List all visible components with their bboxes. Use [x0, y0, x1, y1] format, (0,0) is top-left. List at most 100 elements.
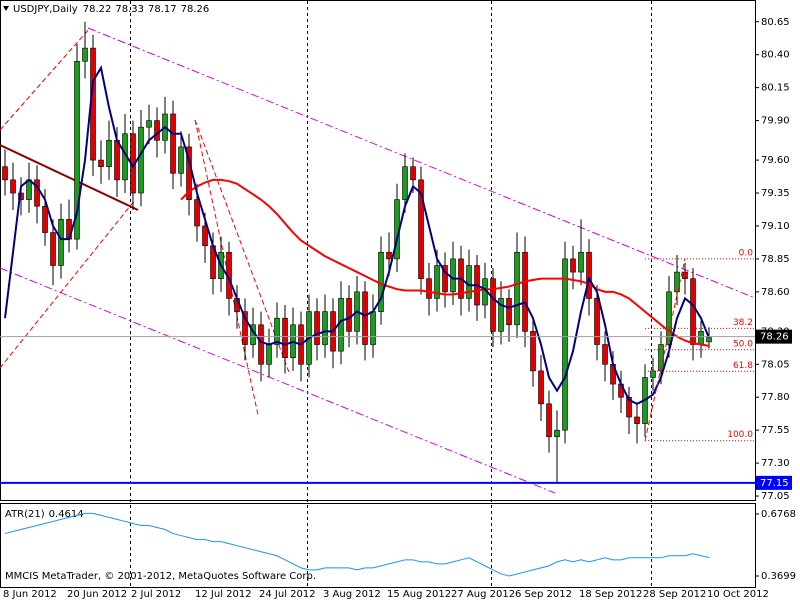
y-tick-label: 79.90	[761, 116, 790, 127]
candle-body	[562, 258, 568, 431]
y-tick-label: 0.6768	[761, 509, 796, 520]
footer: MMCIS MetaTrader, © 2001-2012, MetaQuote…	[5, 571, 316, 582]
high-value: 78.33	[115, 4, 144, 15]
candle-body	[386, 252, 392, 260]
candle-body	[594, 298, 600, 345]
candle-body	[242, 311, 248, 345]
candle-body	[98, 159, 104, 167]
indicator-line	[4, 512, 710, 577]
y-tick-label: 79.35	[761, 188, 790, 199]
trend-line	[0, 144, 139, 211]
y-tick-label: 77.05	[761, 491, 790, 502]
candle-body	[466, 265, 472, 299]
candle-body	[418, 179, 424, 279]
candle-body	[362, 291, 368, 345]
x-tick-label: 6 Sep 2012	[515, 589, 572, 600]
x-tick-label: 20 Jun 2012	[67, 589, 127, 600]
candle-body	[426, 278, 432, 299]
indicator-header: ATR(21) 0.4614	[5, 509, 84, 520]
candle-body	[690, 278, 696, 345]
y-tick-label: 77.55	[761, 425, 790, 436]
candle-body	[258, 324, 264, 365]
candle-body	[194, 199, 200, 227]
trend-line	[194, 119, 291, 376]
price-box	[756, 329, 792, 344]
low-value: 78.17	[148, 4, 177, 15]
indicator-value: 0.4614	[49, 509, 84, 520]
period-separators	[130, 1, 652, 587]
candle-body	[2, 166, 8, 181]
fibonacci-label: 0.0	[739, 248, 754, 258]
y-tick-label: 77.80	[761, 392, 790, 403]
x-tick-label: 12 Jul 2012	[195, 589, 252, 600]
candle-body	[650, 370, 656, 378]
candle-body	[26, 179, 32, 200]
candle-body	[626, 396, 632, 418]
candle-body	[266, 344, 272, 365]
candle-body	[546, 403, 552, 438]
channel-line	[87, 27, 756, 299]
candle-body	[346, 298, 352, 332]
x-tick-label: 8 Jun 2012	[3, 589, 57, 600]
x-tick-label: 2 Jul 2012	[131, 589, 181, 600]
candle-body	[586, 252, 592, 299]
trend-line	[194, 119, 259, 416]
x-tick-label: 15 Aug 2012	[387, 589, 451, 600]
horizontal-line-box	[756, 475, 792, 490]
candle-body	[634, 416, 640, 424]
candle-body	[410, 166, 416, 181]
chart-header: USDJPY,Daily 78.22 78.33 78.17 78.26	[13, 4, 209, 15]
y-tick-label: 80.65	[761, 17, 790, 28]
candle-body	[490, 278, 496, 332]
y-tick-label: 79.10	[761, 221, 790, 232]
x-tick-label: 27 Aug 2012	[451, 589, 515, 600]
x-tick-label: 28 Sep 2012	[643, 589, 706, 600]
candle-body	[450, 258, 456, 293]
candle-body	[10, 179, 16, 194]
candle-body	[434, 265, 440, 299]
candle-body	[274, 317, 280, 345]
candle-body	[42, 205, 48, 233]
candle-body	[114, 140, 120, 181]
candle-body	[146, 120, 152, 128]
candle-body	[282, 317, 288, 359]
candle-body	[442, 265, 448, 293]
trend-line	[0, 199, 136, 369]
candle-body	[538, 370, 544, 405]
fibonacci-label: 100.0	[727, 430, 753, 440]
y-tick-label: 77.30	[761, 458, 790, 469]
candle-body	[322, 311, 328, 345]
x-tick-label: 18 Sep 2012	[579, 589, 642, 600]
candle-body	[522, 252, 528, 332]
close-value: 78.26	[181, 4, 210, 15]
candle-body	[202, 225, 208, 247]
candle-body	[570, 258, 576, 273]
candle-body	[154, 120, 160, 141]
fibonacci-label: 61.8	[733, 361, 753, 371]
y-tick-label: 78.85	[761, 254, 790, 265]
candle-body	[138, 126, 144, 194]
indicator-title: ATR(21)	[5, 509, 45, 520]
candle-body	[370, 311, 376, 345]
horizontal-line-label: 77.15	[760, 478, 789, 489]
candle-body	[578, 252, 584, 273]
y-tick-label: 80.15	[761, 83, 790, 94]
candle-body	[498, 298, 504, 332]
candle-body	[698, 331, 704, 345]
chart-title: USDJPY,Daily	[13, 4, 78, 15]
candle-body	[602, 344, 608, 365]
y-tick-label: 0.3699	[761, 571, 796, 582]
fibonacci-label: 50.0	[733, 339, 753, 349]
channel-line	[0, 267, 556, 494]
candle-body	[170, 113, 176, 174]
candle-body	[314, 311, 320, 345]
moving-average	[4, 65, 710, 405]
candle-body	[514, 252, 520, 326]
candle-body	[402, 166, 408, 200]
y-tick-label: 79.60	[761, 155, 790, 166]
candle-body	[178, 146, 184, 174]
x-tick-label: 24 Jul 2012	[259, 589, 316, 600]
candle-body	[554, 429, 560, 438]
